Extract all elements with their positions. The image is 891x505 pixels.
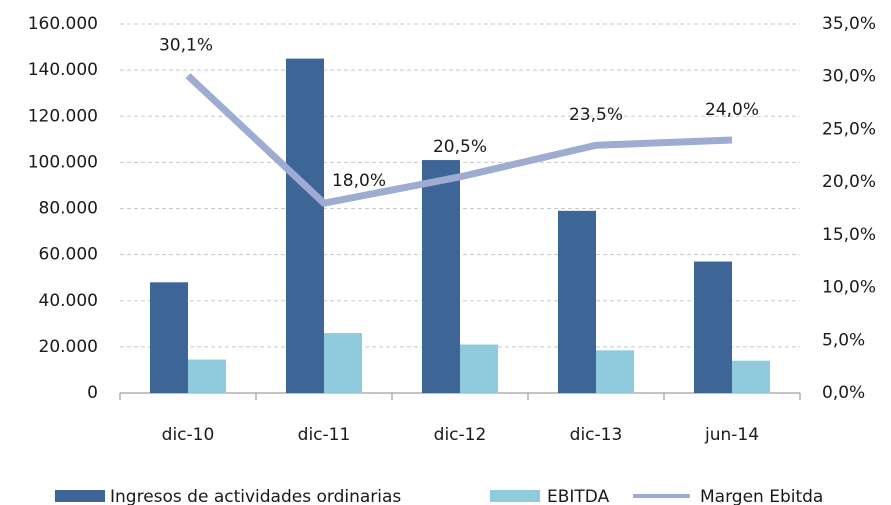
data-label: 23,5% bbox=[569, 105, 623, 125]
y2-tick-label: 10,0% bbox=[822, 278, 876, 298]
y-tick-label: 60.000 bbox=[39, 245, 98, 265]
bar bbox=[422, 160, 460, 393]
y-tick-label: 20.000 bbox=[39, 337, 98, 357]
y2-tick-label: 20,0% bbox=[822, 172, 876, 192]
x-tick-label: dic-13 bbox=[570, 425, 623, 445]
x-tick-label: dic-10 bbox=[162, 425, 215, 445]
bar bbox=[694, 261, 732, 393]
data-label: 20,5% bbox=[433, 137, 487, 157]
y2-tick-label: 15,0% bbox=[822, 225, 876, 245]
bar bbox=[596, 350, 634, 393]
legend-swatch bbox=[490, 490, 540, 502]
bar bbox=[324, 333, 362, 393]
legend-swatch bbox=[55, 490, 105, 502]
line bbox=[185, 73, 733, 207]
y2-tick-label: 35,0% bbox=[822, 14, 876, 34]
bar bbox=[150, 282, 188, 393]
y-tick-label: 120.000 bbox=[28, 106, 98, 126]
y-tick-label: 40.000 bbox=[39, 291, 98, 311]
x-tick-label: jun-14 bbox=[704, 425, 759, 445]
y-tick-label: 100.000 bbox=[28, 152, 98, 172]
legend-label: Ingresos de actividades ordinarias bbox=[110, 487, 401, 505]
y2-tick-label: 5,0% bbox=[822, 330, 865, 350]
data-label: 18,0% bbox=[332, 171, 386, 191]
legend-label: Margen Ebitda bbox=[700, 487, 823, 505]
y2-tick-label: 25,0% bbox=[822, 119, 876, 139]
legend-label: EBITDA bbox=[547, 487, 610, 505]
y-tick-label: 140.000 bbox=[28, 60, 98, 80]
bar bbox=[732, 360, 770, 393]
y-tick-label: 0 bbox=[87, 383, 98, 403]
y-tick-label: 160.000 bbox=[28, 14, 98, 34]
bar bbox=[460, 344, 498, 393]
x-tick-label: dic-11 bbox=[298, 425, 351, 445]
data-label: 30,1% bbox=[159, 36, 213, 56]
bar bbox=[188, 359, 226, 393]
data-label: 24,0% bbox=[705, 100, 759, 120]
x-tick-label: dic-12 bbox=[434, 425, 487, 445]
y2-tick-label: 30,0% bbox=[822, 67, 876, 87]
bar bbox=[286, 58, 324, 393]
bar bbox=[558, 210, 596, 393]
y-tick-label: 80.000 bbox=[39, 199, 98, 219]
y2-tick-label: 0,0% bbox=[822, 383, 865, 403]
